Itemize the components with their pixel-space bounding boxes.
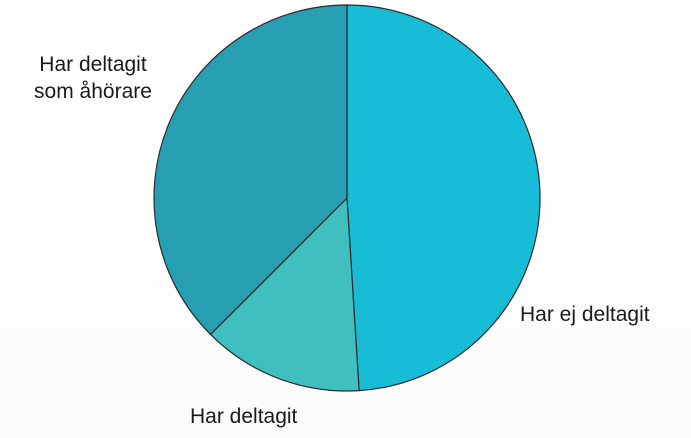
- slice-har-deltagit-som-ahorare: [153, 4, 348, 336]
- slice-label-har-deltagit-som-ahorare: Har deltagit som åhörare: [34, 53, 152, 103]
- slice-label-har-deltagit: Har deltagit: [190, 405, 298, 428]
- slice-har-deltagit: [209, 197, 360, 392]
- slice-har-ej-deltagit: [346, 4, 541, 392]
- slice-label-har-ej-deltagit: Har ej deltagit: [520, 303, 650, 326]
